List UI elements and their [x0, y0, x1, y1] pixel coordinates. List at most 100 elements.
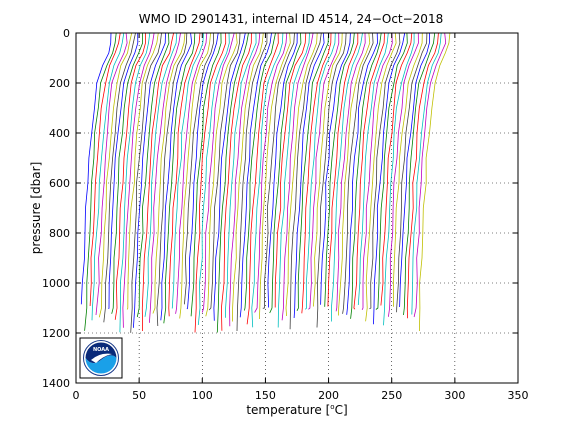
- y-tick-label: 1000: [42, 277, 70, 290]
- x-label-degree: o: [330, 403, 334, 411]
- profile-line: [126, 32, 159, 310]
- profile-line: [277, 32, 310, 328]
- profile-line: [201, 32, 235, 313]
- y-tick-label: 0: [63, 27, 70, 40]
- profile-line: [301, 32, 332, 314]
- y-tick-label: 400: [49, 127, 70, 140]
- profile-line: [216, 32, 249, 333]
- profile-line: [229, 32, 261, 327]
- profile-line: [350, 32, 382, 319]
- profile-line: [194, 32, 227, 333]
- x-axis-label-text: temperature [oC]: [246, 403, 347, 417]
- x-tick-label: 0: [73, 389, 80, 402]
- profile-line: [305, 32, 336, 310]
- x-tick-label: 250: [381, 389, 402, 402]
- profile-line: [259, 32, 291, 320]
- x-axis-label: temperature [oC]: [246, 403, 347, 417]
- y-tick-label: 200: [49, 77, 70, 90]
- ticks: 0 50 100 150 200 250 300 350 0 200 400 600 800 1000 12…: [42, 27, 529, 402]
- profile-line: [369, 32, 401, 310]
- profile-line: [335, 32, 366, 312]
- profile-line: [149, 32, 181, 323]
- profile-line: [342, 32, 374, 314]
- profile-line: [179, 32, 211, 319]
- profile-line: [413, 32, 447, 318]
- plot-frame: [75, 32, 519, 384]
- logo-text: NOAA: [93, 347, 109, 353]
- x-tick-label: 150: [255, 389, 276, 402]
- profile-line: [316, 32, 347, 328]
- profile-line: [403, 32, 436, 316]
- profile-line: [327, 33, 359, 307]
- profile-line: [80, 32, 112, 305]
- profile-line: [197, 32, 230, 326]
- profile-line: [160, 32, 193, 321]
- profile-line: [190, 32, 222, 317]
- profile-line: [220, 32, 252, 331]
- profile-line: [399, 33, 430, 308]
- profile-line: [141, 32, 174, 332]
- profile-line: [289, 32, 322, 330]
- profile-line: [281, 32, 314, 321]
- profile-line: [168, 32, 201, 317]
- profile-line: [144, 32, 178, 317]
- profile-line: [91, 32, 125, 321]
- profile-line: [239, 32, 272, 318]
- x-tick-label: 50: [132, 389, 146, 402]
- profile-line: [406, 32, 439, 319]
- profile-line: [274, 32, 307, 308]
- logo-gull: [91, 353, 112, 363]
- logo-sky: [85, 342, 117, 364]
- profile-line: [156, 32, 188, 327]
- profile-line: [411, 32, 442, 315]
- profile-line: [308, 32, 340, 310]
- x-tick-label: 350: [508, 389, 529, 402]
- profile-line: [133, 32, 166, 328]
- y-tick-label: 600: [49, 177, 70, 190]
- noaa-logo: NOAA: [79, 337, 123, 379]
- profile-line: [111, 32, 144, 314]
- profile-line: [103, 32, 136, 323]
- profile-line: [254, 32, 288, 313]
- profile-line: [396, 32, 428, 313]
- plot-area: 0 50 100 150 200 250 300 350 0 200 400 600 800 1000 12…: [42, 27, 529, 402]
- profile-line: [346, 32, 378, 315]
- profile-line: [98, 32, 133, 318]
- profile-line: [392, 32, 423, 307]
- profile-line: [122, 32, 155, 328]
- profile-line: [171, 32, 204, 309]
- profile-line: [251, 32, 284, 328]
- profile-line: [388, 32, 419, 317]
- profile-line: [313, 32, 343, 307]
- profile-line: [419, 32, 451, 332]
- profile-line: [114, 32, 146, 320]
- profile-line: [119, 32, 151, 333]
- profile-line: [225, 32, 257, 318]
- profile-line: [236, 32, 268, 332]
- profiles: [80, 32, 451, 333]
- profile-line: [246, 32, 279, 325]
- chart-title: WMO ID 2901431, internal ID 4514, 24−Oct…: [139, 12, 443, 26]
- profile-line: [330, 32, 363, 322]
- profile-line: [338, 32, 371, 316]
- profile-line: [361, 32, 393, 310]
- profile-line: [89, 32, 121, 307]
- profile-line: [324, 32, 355, 307]
- profile-line: [232, 32, 264, 322]
- profile-line: [375, 32, 408, 310]
- profile-line: [353, 32, 385, 310]
- x-label-before: temperature [: [246, 403, 330, 417]
- profile-line: [365, 32, 397, 322]
- profile-line: [136, 32, 170, 318]
- profile-line: [152, 32, 186, 314]
- x-tick-label: 200: [318, 389, 339, 402]
- y-tick-label: 800: [49, 227, 70, 240]
- profile-line: [262, 32, 295, 309]
- y-axis-label: pressure [dbar]: [29, 162, 43, 255]
- profile-line: [130, 32, 162, 333]
- profile-line: [285, 32, 318, 317]
- profile-line: [163, 32, 196, 324]
- profile-line: [380, 32, 413, 306]
- profile-line: [373, 32, 406, 325]
- profile-line: [208, 32, 241, 311]
